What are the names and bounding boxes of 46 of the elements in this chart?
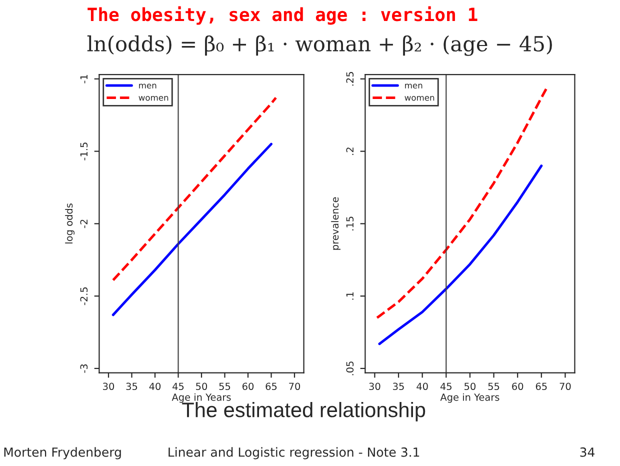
x-tick-label: 55 — [488, 382, 500, 390]
x-tick-label: 50 — [464, 382, 476, 390]
x-tick-label: 50 — [196, 382, 208, 390]
legend-label: women — [138, 96, 168, 101]
text: The estimated relationship — [182, 402, 426, 422]
legend-label: men — [405, 84, 422, 89]
chart-title: The obesity, sex and age : version 1 — [88, 6, 478, 25]
text: Morten Frydenberg — [4, 447, 121, 460]
line-series — [376, 88, 548, 320]
x-tick-label: 45 — [440, 382, 452, 390]
x-tick-label: 30 — [369, 382, 380, 390]
x-tick-label: 35 — [393, 382, 404, 390]
y-tick-label: .1 — [346, 292, 354, 300]
x-tick-label: 40 — [416, 382, 428, 390]
legend-label: women — [404, 96, 434, 101]
x-tick-label: 45 — [172, 382, 184, 390]
line-series — [112, 96, 278, 282]
x-tick-label: 30 — [103, 382, 114, 390]
x-tick-label: 70 — [289, 382, 300, 390]
y-tick-label: -3 — [80, 364, 88, 373]
y-tick-label: .05 — [346, 362, 354, 376]
x-axis-title: Age in Years — [440, 393, 500, 403]
y-tick-label: -2.5 — [80, 287, 88, 306]
y-axis-title: prevalence — [331, 197, 340, 250]
y-tick-label: .15 — [346, 216, 354, 230]
y-tick-label: -2 — [80, 220, 88, 228]
text: Linear and Logistic regression - Note 3.1 — [168, 447, 420, 460]
x-tick-label: 60 — [242, 382, 254, 390]
x-tick-label: 70 — [560, 382, 571, 390]
y-tick-label: -1 — [80, 74, 88, 84]
x-tick-label: 65 — [266, 382, 277, 390]
line-series — [378, 164, 543, 346]
x-tick-label: 35 — [126, 382, 138, 390]
x-tick-label: 60 — [512, 382, 524, 390]
legend-label: men — [139, 84, 156, 89]
x-tick-label: 55 — [219, 382, 230, 390]
y-tick-label: -1.5 — [80, 142, 88, 160]
x-tick-label: 40 — [149, 382, 161, 390]
chart-subtitle: ln(odds) = β₀ + β₁ · woman + β₂ · (age − 45) — [87, 35, 552, 56]
y-axis-title: log odds — [65, 204, 75, 244]
x-axis-title: Age in Years — [172, 393, 231, 403]
line-series — [112, 142, 272, 316]
y-tick-label: .2 — [346, 148, 354, 155]
text: 34 — [580, 447, 594, 457]
x-tick-label: 65 — [536, 382, 547, 390]
y-tick-label: .25 — [346, 72, 354, 86]
